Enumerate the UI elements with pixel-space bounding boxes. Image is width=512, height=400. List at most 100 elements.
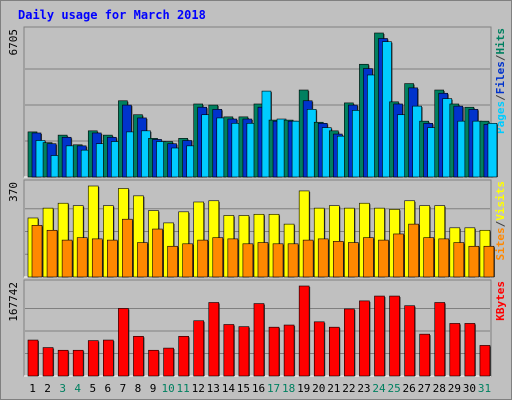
bar-sites-day-27 [423, 237, 434, 278]
bar-sites-day-31 [483, 245, 495, 278]
panel-middle: 370 Sites/Visits [7, 179, 507, 278]
bar-sites-day-23 [363, 237, 374, 278]
legend-visits: Visits [494, 181, 507, 221]
bar-kbytes-day-30 [464, 323, 476, 377]
bar-sites-day-2 [46, 229, 58, 278]
x-tick-label-7: 7 [120, 382, 127, 395]
x-tick-label-10: 10 [161, 382, 174, 395]
bar-kbytes-day-28 [434, 302, 446, 377]
bar-kbytes-day-23 [359, 300, 370, 377]
panel-bottom-ymax-label: 167742 [7, 282, 20, 322]
panel-top-legend: Pages/Files/Hits [494, 28, 507, 134]
bar-kbytes-day-10 [163, 347, 174, 377]
x-axis-tick-labels: 1 2 3 4 5 6 7 8 9 10 11 12 13 14 15 16 17 18 19 20 21 22 23 24 2… [29, 382, 491, 395]
legend-separator: / [494, 54, 507, 61]
bar-sites-day-8 [137, 242, 148, 278]
x-tick-label-9: 9 [150, 382, 157, 395]
bar-sites-day-11 [182, 243, 193, 278]
bar-sites-day-16 [257, 242, 269, 278]
x-tick-label-4: 4 [74, 382, 81, 395]
bar-kbytes-day-18 [283, 324, 295, 377]
bar-sites-day-21 [332, 241, 344, 278]
bar-kbytes-day-29 [449, 323, 461, 377]
legend-separator: / [494, 220, 507, 227]
bar-sites-day-5 [91, 238, 103, 278]
bar-sites-day-13 [212, 237, 224, 278]
x-tick-label-17: 17 [267, 382, 280, 395]
bar-sites-day-20 [317, 238, 329, 278]
x-tick-label-16: 16 [252, 382, 265, 395]
chart-title: Daily usage for March 2018 [18, 8, 206, 22]
x-tick-label-11: 11 [177, 382, 190, 395]
x-tick-label-18: 18 [282, 382, 295, 395]
panel-bottom: 167742 KBytes [7, 279, 507, 377]
x-tick-label-8: 8 [135, 382, 142, 395]
panel-top-ymax-label: 6705 [7, 29, 20, 56]
x-tick-label-3: 3 [59, 382, 66, 395]
x-tick-label-23: 23 [357, 382, 370, 395]
bar-pages-day-31 [487, 123, 498, 178]
x-tick-label-21: 21 [327, 382, 340, 395]
bar-kbytes-day-13 [208, 302, 220, 377]
bar-kbytes-day-11 [178, 335, 189, 377]
bar-kbytes-day-27 [419, 333, 430, 377]
bar-kbytes-day-9 [148, 349, 159, 377]
bar-sites-day-19 [302, 239, 314, 278]
bar-sites-day-7 [122, 218, 133, 278]
chart-panels: 6705Pages/Files/Hits370Sites/Visits16774… [7, 26, 507, 377]
bar-kbytes-day-24 [374, 295, 385, 377]
bar-kbytes-day-4 [72, 349, 84, 377]
x-tick-label-13: 13 [207, 382, 220, 395]
bar-sites-day-22 [348, 242, 359, 278]
x-tick-label-27: 27 [418, 382, 431, 395]
bar-sites-day-26 [408, 223, 419, 278]
bar-sites-day-4 [76, 237, 88, 278]
bar-kbytes-day-5 [87, 340, 99, 377]
bar-kbytes-day-19 [298, 285, 310, 377]
bar-sites-day-6 [107, 239, 118, 278]
x-tick-label-5: 5 [89, 382, 96, 395]
bar-sites-day-15 [242, 243, 254, 278]
legend-sites: Sites [494, 227, 507, 260]
bar-kbytes-day-7 [118, 308, 129, 377]
bar-kbytes-day-26 [404, 305, 415, 377]
legend-separator: / [494, 94, 507, 101]
x-tick-label-12: 12 [192, 382, 205, 395]
x-tick-label-2: 2 [44, 382, 51, 395]
bar-kbytes-day-8 [133, 335, 144, 377]
bar-kbytes-day-1 [27, 339, 39, 377]
x-tick-label-30: 30 [463, 382, 476, 395]
bar-sites-day-30 [468, 245, 480, 278]
x-tick-label-19: 19 [297, 382, 310, 395]
x-tick-label-15: 15 [237, 382, 250, 395]
bar-kbytes-day-21 [328, 326, 340, 377]
panel-middle-ymax-label: 370 [7, 182, 20, 202]
bar-sites-day-14 [227, 238, 239, 278]
bar-sites-day-10 [167, 245, 178, 278]
x-tick-label-29: 29 [448, 382, 461, 395]
legend-files: Files [494, 61, 507, 94]
x-tick-label-24: 24 [372, 382, 386, 395]
bar-kbytes-day-25 [389, 295, 400, 377]
bar-kbytes-day-15 [238, 326, 250, 377]
bar-kbytes-day-6 [103, 339, 114, 377]
x-tick-label-28: 28 [433, 382, 446, 395]
bar-kbytes-day-3 [57, 349, 69, 377]
x-tick-label-1: 1 [29, 382, 36, 395]
x-tick-label-20: 20 [312, 382, 325, 395]
x-tick-label-25: 25 [387, 382, 400, 395]
bar-sites-day-3 [61, 239, 73, 278]
x-tick-label-31: 31 [478, 382, 491, 395]
bar-sites-day-28 [438, 238, 450, 278]
bar-sites-day-17 [272, 243, 284, 278]
bar-kbytes-day-16 [253, 303, 265, 377]
bar-sites-day-1 [31, 225, 43, 278]
x-tick-label-22: 22 [342, 382, 355, 395]
bar-kbytes-day-17 [268, 326, 280, 377]
x-tick-label-6: 6 [105, 382, 112, 395]
bar-kbytes-day-20 [313, 321, 325, 377]
bar-kbytes-day-12 [193, 320, 205, 377]
legend-hits: Hits [494, 28, 507, 55]
bar-sites-day-29 [453, 242, 465, 278]
